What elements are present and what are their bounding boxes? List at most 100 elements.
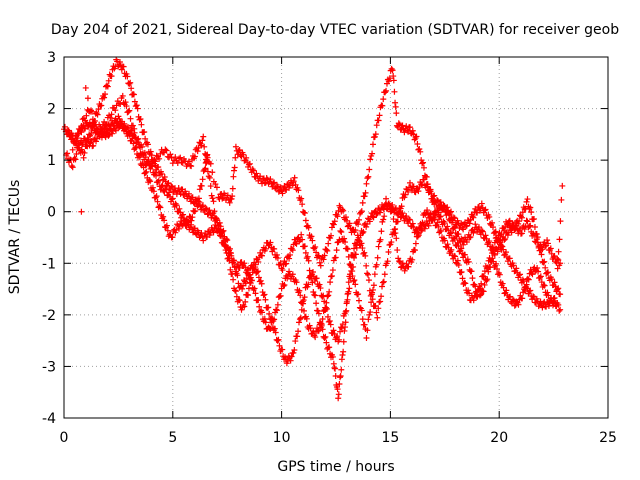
data-point [267, 325, 274, 332]
data-point [559, 182, 566, 189]
data-point [323, 299, 330, 306]
data-point [279, 346, 286, 353]
data-point [448, 229, 455, 236]
data-point [465, 258, 472, 265]
y-tick-label: -1 [42, 256, 56, 272]
data-point [370, 282, 377, 289]
data-point [312, 334, 319, 341]
data-point [229, 185, 236, 192]
data-point [276, 342, 283, 349]
data-point [540, 300, 547, 307]
data-point [458, 268, 465, 275]
data-point [332, 365, 339, 372]
data-point [450, 214, 457, 221]
data-point [377, 209, 384, 216]
data-point [542, 264, 549, 271]
data-point [305, 257, 312, 264]
y-tick-label: 0 [47, 205, 56, 221]
data-point [510, 262, 517, 269]
data-point [150, 188, 157, 195]
data-point [496, 271, 503, 278]
data-point [418, 181, 425, 188]
data-point [395, 211, 402, 218]
data-point [349, 273, 356, 280]
data-point [317, 320, 324, 327]
data-point [437, 199, 444, 206]
data-point [84, 95, 91, 102]
data-point [259, 309, 266, 316]
data-point [125, 124, 132, 131]
data-point [299, 236, 306, 243]
data-point [522, 287, 529, 294]
data-point [172, 229, 179, 236]
data-point [106, 131, 113, 138]
data-point [486, 213, 493, 220]
data-point [321, 334, 328, 341]
data-point [385, 249, 392, 256]
data-point [554, 255, 561, 262]
data-point [393, 110, 400, 117]
data-point [324, 313, 331, 320]
data-point [494, 238, 501, 245]
data-point [462, 251, 469, 258]
data-point [152, 158, 159, 165]
data-point [545, 240, 552, 247]
data-point [120, 63, 127, 70]
data-point [420, 164, 427, 171]
data-point [207, 183, 214, 190]
data-point [548, 294, 555, 301]
data-point [545, 269, 552, 276]
data-point [492, 228, 499, 235]
data-point [481, 268, 488, 275]
data-point [440, 204, 447, 211]
data-point [498, 242, 505, 249]
data-point [338, 366, 345, 373]
data-point [431, 201, 438, 208]
data-point [458, 235, 465, 242]
data-point [427, 210, 434, 217]
data-point [163, 147, 170, 154]
data-point [378, 228, 385, 235]
data-point [336, 380, 343, 387]
data-point [403, 123, 410, 130]
data-point [367, 156, 374, 163]
data-point [169, 195, 176, 202]
x-tick-label: 25 [599, 430, 617, 446]
data-point [472, 289, 479, 296]
data-point [478, 200, 485, 207]
data-point [164, 180, 171, 187]
data-point [91, 117, 98, 124]
data-point [121, 120, 128, 127]
data-point [334, 386, 341, 393]
data-point [389, 67, 396, 74]
data-point [336, 336, 343, 343]
data-point [146, 177, 153, 184]
data-point [510, 221, 517, 228]
data-point [136, 116, 143, 123]
data-point [123, 128, 130, 135]
data-point [369, 141, 376, 148]
data-point [288, 353, 295, 360]
data-point [332, 254, 339, 261]
data-point [104, 83, 111, 90]
data-point [227, 249, 234, 256]
data-point [343, 307, 350, 314]
data-point [235, 148, 242, 155]
data-point [397, 264, 404, 271]
data-point [207, 160, 214, 167]
data-point [365, 271, 372, 278]
data-point [259, 252, 266, 259]
data-point [229, 193, 236, 200]
data-point [291, 174, 298, 181]
data-point [127, 115, 134, 122]
data-point [200, 133, 207, 140]
data-point [286, 255, 293, 262]
data-point [326, 317, 333, 324]
data-point [531, 215, 538, 222]
data-point [484, 264, 491, 271]
data-point [380, 278, 387, 285]
data-point [480, 288, 487, 295]
data-point [336, 236, 343, 243]
data-point [360, 228, 367, 235]
data-point [367, 309, 374, 316]
